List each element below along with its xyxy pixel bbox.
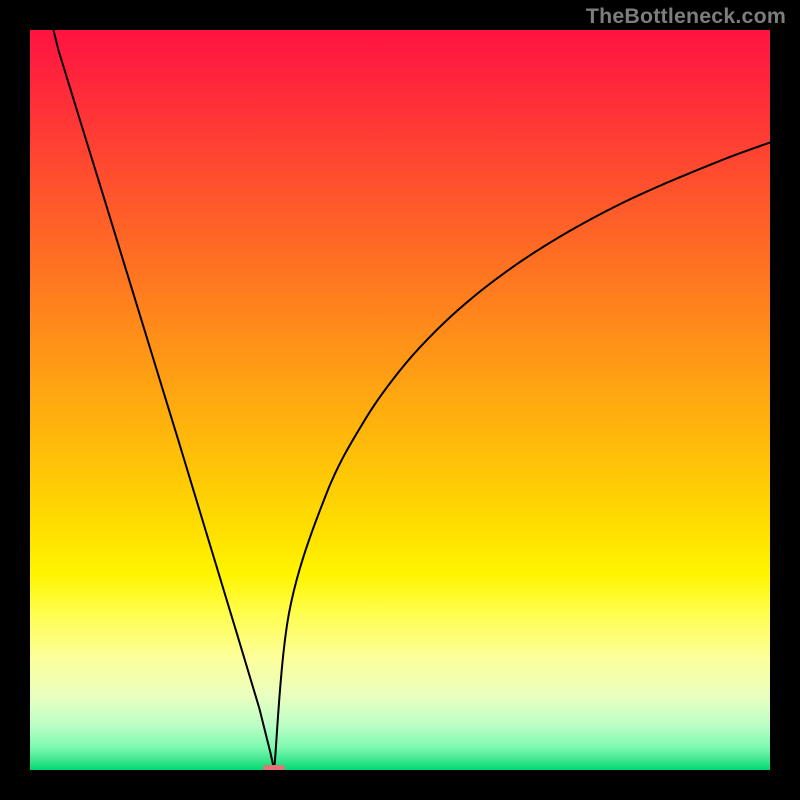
trough-marker xyxy=(263,765,285,770)
bottleneck-curve xyxy=(30,30,770,770)
watermark-text: TheBottleneck.com xyxy=(586,4,786,29)
plot-area xyxy=(30,30,770,770)
curve-left-branch xyxy=(52,30,274,770)
curve-right-branch xyxy=(274,142,770,770)
